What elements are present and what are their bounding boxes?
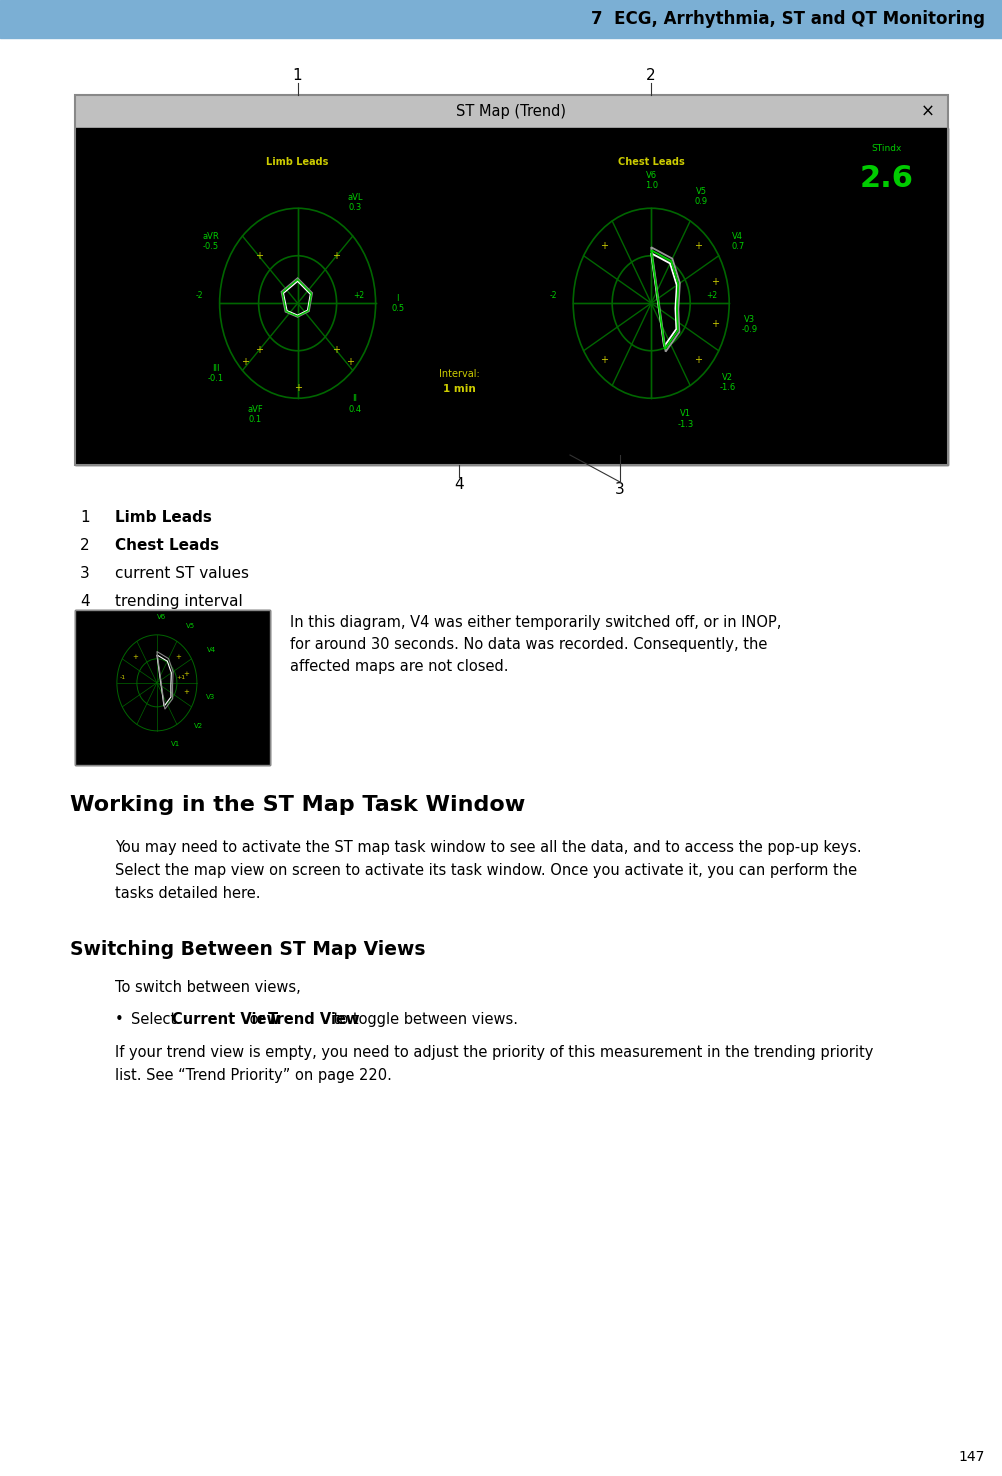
Text: +: + bbox=[710, 277, 718, 288]
Text: +: + bbox=[132, 654, 138, 660]
Text: V4
0.7: V4 0.7 bbox=[730, 232, 743, 251]
Text: +: + bbox=[182, 670, 188, 676]
Text: 4: 4 bbox=[454, 478, 464, 493]
Text: 3: 3 bbox=[614, 483, 624, 497]
Text: +: + bbox=[710, 319, 718, 329]
Text: 147: 147 bbox=[958, 1449, 984, 1464]
Text: Limb Leads: Limb Leads bbox=[267, 156, 329, 167]
Text: I
0.5: I 0.5 bbox=[391, 294, 404, 313]
Text: •: • bbox=[115, 1013, 123, 1027]
Text: to toggle between views.: to toggle between views. bbox=[329, 1013, 517, 1027]
Text: for around 30 seconds. No data was recorded. Consequently, the: for around 30 seconds. No data was recor… bbox=[290, 638, 767, 652]
Text: +: + bbox=[346, 357, 354, 368]
Text: Switching Between ST Map Views: Switching Between ST Map Views bbox=[70, 940, 425, 959]
Text: +: + bbox=[693, 241, 701, 251]
Text: In this diagram, V4 was either temporarily switched off, or in INOP,: In this diagram, V4 was either temporari… bbox=[290, 615, 781, 630]
Text: V5
0.9: V5 0.9 bbox=[694, 187, 707, 207]
Text: Select: Select bbox=[131, 1013, 180, 1027]
Text: +: + bbox=[600, 241, 607, 251]
Text: ST Map (Trend): ST Map (Trend) bbox=[456, 103, 566, 120]
Text: Chest Leads: Chest Leads bbox=[617, 156, 684, 167]
Text: +: + bbox=[182, 689, 188, 695]
Text: V5: V5 bbox=[185, 623, 194, 629]
Text: affected maps are not closed.: affected maps are not closed. bbox=[290, 658, 508, 675]
Text: If your trend view is empty, you need to adjust the priority of this measurement: If your trend view is empty, you need to… bbox=[115, 1045, 873, 1060]
Text: 2: 2 bbox=[80, 537, 89, 554]
Text: 2.6: 2.6 bbox=[859, 164, 913, 193]
Text: 7  ECG, Arrhythmia, ST and QT Monitoring: 7 ECG, Arrhythmia, ST and QT Monitoring bbox=[590, 10, 984, 28]
Text: You may need to activate the ST map task window to see all the data, and to acce: You may need to activate the ST map task… bbox=[115, 840, 861, 855]
Text: Current View: Current View bbox=[171, 1013, 280, 1027]
Text: tasks detailed here.: tasks detailed here. bbox=[115, 886, 261, 900]
Text: V1
-1.3: V1 -1.3 bbox=[676, 409, 692, 428]
Text: STindx: STindx bbox=[871, 143, 901, 152]
Text: Select the map view on screen to activate its task window. Once you activate it,: Select the map view on screen to activat… bbox=[115, 863, 857, 878]
Text: V2
-1.6: V2 -1.6 bbox=[719, 372, 735, 393]
Text: Working in the ST Map Task Window: Working in the ST Map Task Window bbox=[70, 796, 525, 815]
Text: Limb Leads: Limb Leads bbox=[115, 511, 211, 525]
Text: V1: V1 bbox=[170, 741, 179, 747]
Text: +: + bbox=[255, 345, 263, 356]
Text: II
0.4: II 0.4 bbox=[348, 394, 361, 413]
Text: To switch between views,: To switch between views, bbox=[115, 980, 301, 995]
Text: 3: 3 bbox=[80, 565, 89, 582]
Text: aVF
0.1: aVF 0.1 bbox=[247, 404, 263, 425]
Bar bbox=[75, 610, 270, 765]
Text: Interval:: Interval: bbox=[438, 369, 479, 379]
Text: Trend View: Trend View bbox=[268, 1013, 359, 1027]
Text: 4: 4 bbox=[80, 593, 89, 610]
Text: +1: +1 bbox=[176, 676, 185, 680]
Text: Chest Leads: Chest Leads bbox=[115, 537, 218, 554]
Text: list. See “Trend Priority” on page 220.: list. See “Trend Priority” on page 220. bbox=[115, 1069, 392, 1083]
Text: aVL
0.3: aVL 0.3 bbox=[347, 193, 363, 213]
Bar bbox=[75, 94, 947, 465]
Bar bbox=[0, 0, 1002, 38]
Text: V6
1.0: V6 1.0 bbox=[644, 171, 657, 190]
Text: +2: +2 bbox=[705, 291, 716, 300]
Bar bbox=[75, 94, 947, 128]
Text: current ST values: current ST values bbox=[115, 565, 248, 582]
Text: or: or bbox=[244, 1013, 269, 1027]
Text: V6: V6 bbox=[156, 614, 166, 620]
Text: +: + bbox=[255, 251, 263, 261]
Text: +: + bbox=[332, 251, 340, 261]
Text: +: + bbox=[294, 384, 302, 394]
Text: V3
-0.9: V3 -0.9 bbox=[740, 314, 757, 334]
Text: -1: -1 bbox=[119, 676, 126, 680]
Text: +: + bbox=[693, 356, 701, 366]
Text: -2: -2 bbox=[549, 291, 556, 300]
Text: 1: 1 bbox=[80, 511, 89, 525]
Bar bbox=[75, 128, 947, 465]
Text: aVR
-0.5: aVR -0.5 bbox=[202, 232, 219, 251]
Text: ×: × bbox=[920, 102, 934, 121]
Text: III
-0.1: III -0.1 bbox=[207, 365, 223, 384]
Text: trending interval: trending interval bbox=[115, 593, 242, 610]
Text: +: + bbox=[240, 357, 248, 368]
Text: 2: 2 bbox=[645, 68, 655, 83]
Bar bbox=[75, 610, 270, 765]
Text: +2: +2 bbox=[353, 291, 364, 300]
Text: +: + bbox=[332, 345, 340, 356]
Text: V4: V4 bbox=[207, 646, 216, 652]
Text: +: + bbox=[175, 654, 181, 660]
Text: V3: V3 bbox=[205, 694, 214, 700]
Text: V2: V2 bbox=[193, 723, 202, 729]
Text: -2: -2 bbox=[195, 291, 203, 300]
Text: 1 min: 1 min bbox=[442, 384, 475, 394]
Text: 1: 1 bbox=[293, 68, 303, 83]
Text: +: + bbox=[600, 356, 607, 366]
